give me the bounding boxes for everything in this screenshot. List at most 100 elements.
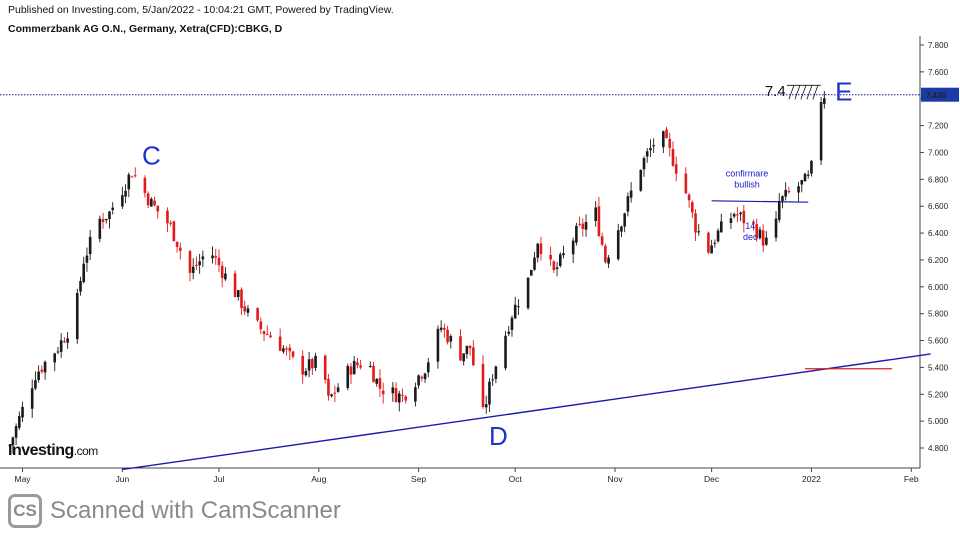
candle-body (652, 145, 655, 147)
candle (282, 345, 285, 354)
candle (195, 256, 198, 270)
candle (600, 232, 604, 247)
candle (188, 250, 192, 282)
candle (443, 323, 446, 338)
candle-body (584, 222, 588, 230)
candle (436, 325, 440, 369)
candle (191, 258, 195, 280)
annotation-text: confirmare (726, 169, 769, 179)
candle-body (285, 348, 288, 350)
candle-body (645, 151, 649, 157)
candle (694, 209, 697, 241)
candle (217, 249, 221, 273)
candle-body (530, 269, 533, 276)
candle (639, 169, 643, 192)
wave-label-c: C (142, 141, 161, 171)
x-tick-label: Dec (704, 474, 720, 484)
candle (169, 220, 172, 227)
candle (14, 423, 18, 446)
candle (256, 307, 259, 322)
candle-body (558, 254, 562, 266)
candle-body (307, 359, 311, 371)
candle (401, 388, 404, 403)
candle-body (671, 149, 675, 166)
candle (578, 216, 581, 227)
candle-body (88, 236, 92, 255)
candle-body (742, 210, 746, 224)
candle (79, 276, 82, 296)
y-tick-label: 4.800 (928, 444, 949, 453)
candle (755, 218, 758, 242)
candle-body (600, 236, 604, 245)
candle-body (555, 267, 559, 270)
candle (777, 193, 781, 223)
candle (417, 374, 420, 389)
candle (810, 159, 813, 177)
candle (269, 331, 272, 338)
candle (626, 192, 630, 217)
candle-body (330, 394, 333, 397)
candle-body (417, 375, 420, 386)
candle-body (37, 371, 40, 381)
candle-body (504, 335, 507, 369)
candle-body (127, 174, 131, 190)
logo-suffix: .com (73, 444, 99, 458)
candle-body (156, 205, 160, 212)
candle-body (426, 362, 430, 373)
candle (127, 172, 131, 198)
candle-body (765, 237, 768, 245)
annotation-text: 14 (745, 221, 755, 231)
candle-body (233, 273, 237, 298)
candle (472, 340, 475, 366)
candle (381, 382, 385, 404)
candle-body (620, 226, 623, 232)
candle-body (124, 190, 127, 197)
candle (56, 347, 60, 355)
candle (616, 223, 620, 261)
y-tick-label: 7.800 (928, 41, 949, 50)
candle (707, 231, 710, 255)
candle (278, 328, 282, 352)
candle (153, 196, 156, 207)
candle (758, 226, 762, 240)
candle-body (494, 366, 498, 379)
candle-body (439, 327, 443, 330)
annotation-text: bullish (734, 179, 760, 189)
candle (85, 247, 89, 272)
candle (597, 197, 601, 238)
candle (304, 367, 308, 377)
candle (75, 288, 79, 344)
candle (823, 91, 826, 109)
candle (729, 212, 733, 230)
candle (130, 175, 134, 178)
candle-body (562, 253, 565, 256)
candle (175, 241, 179, 253)
candle-body (674, 164, 678, 174)
y-tick-label: 5.000 (928, 417, 949, 426)
candle-body (719, 221, 723, 233)
candle (620, 225, 623, 238)
candle-body (729, 218, 733, 223)
candle (414, 382, 417, 407)
y-tick-label: 5.200 (928, 390, 949, 399)
candle (156, 205, 160, 219)
candle-body (262, 331, 266, 335)
candle-body (491, 379, 494, 381)
candle-body (462, 353, 465, 362)
candle-body (819, 102, 823, 161)
candle-body (517, 306, 520, 308)
candle-body (304, 371, 308, 376)
candle-body (243, 306, 247, 312)
candle-body (336, 387, 340, 392)
price-chart: 7.8007.6007.4007.2007.0006.8006.6006.400… (0, 36, 959, 484)
candle (394, 382, 398, 403)
candle (314, 352, 317, 372)
candle-body (578, 223, 581, 225)
candle (691, 200, 694, 219)
candle-body (166, 210, 169, 224)
candle (166, 207, 169, 233)
candle (504, 330, 507, 371)
candle-body (784, 189, 787, 197)
candle (240, 287, 243, 315)
candle-body (668, 138, 672, 148)
